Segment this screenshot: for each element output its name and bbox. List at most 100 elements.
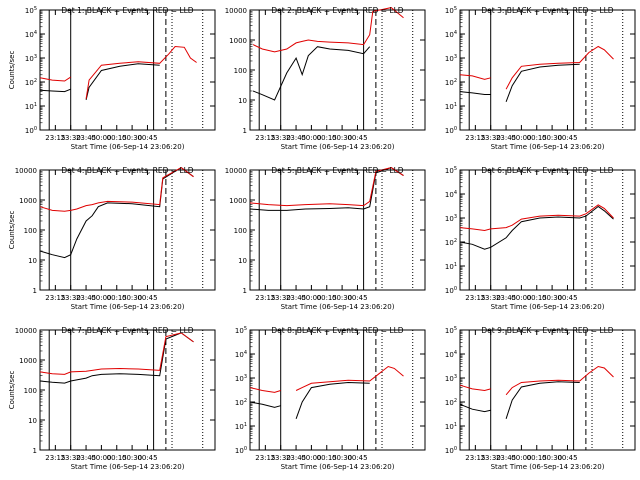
x-tick-label: 00:00 — [511, 454, 531, 462]
x-axis-label: Start Time (06-Sep-14 23:06:20) — [491, 463, 605, 471]
series-line-events — [249, 167, 404, 211]
x-tick-label: 00:45 — [557, 294, 577, 302]
x-axis-label: Start Time (06-Sep-14 23:06:20) — [71, 143, 185, 151]
y-tick-label: 105 — [445, 326, 457, 335]
plot-frame — [249, 329, 426, 451]
x-tick-label: 23:45 — [286, 454, 306, 462]
y-tick-label: 104 — [445, 190, 457, 199]
y-tick-label: 1000 — [19, 197, 37, 205]
chart-panel-2: 1 10 100 1000 10000 23:1523:3023:4500:0000:15… — [225, 6, 426, 151]
plot-frame — [249, 9, 426, 131]
x-tick-label: 00:30 — [122, 134, 142, 142]
x-axis-label: Start Time (06-Sep-14 23:06:20) — [71, 463, 185, 471]
x-tick-label: 00:00 — [91, 134, 111, 142]
chart-title: Det 6: BLACK = Events, RED = LLD — [481, 166, 613, 175]
y-tick-label: 105 — [445, 166, 457, 175]
x-axis-label: Start Time (06-Sep-14 23:06:20) — [491, 303, 605, 311]
x-tick-label: 23:30 — [481, 294, 501, 302]
x-tick-label: 23:45 — [496, 134, 516, 142]
y-tick-label: 104 — [445, 350, 457, 359]
chart-title: Det 4: BLACK = Events, RED = LLD — [61, 166, 193, 175]
x-tick-label: 23:30 — [481, 134, 501, 142]
x-axis-label: Start Time (06-Sep-14 23:06:20) — [281, 303, 395, 311]
y-tick-label: 100 — [24, 227, 37, 235]
y-tick-label: 102 — [445, 398, 457, 407]
chart-title: Det 7: BLACK = Events, RED = LLD — [61, 326, 193, 335]
x-tick-label: 23:15 — [465, 294, 485, 302]
x-axis-label: Start Time (06-Sep-14 23:06:20) — [281, 463, 395, 471]
y-tick-label: 105 — [25, 6, 37, 15]
x-tick-label: 00:30 — [542, 294, 562, 302]
x-tick-label: 23:45 — [76, 454, 96, 462]
x-tick-label: 23:30 — [271, 134, 291, 142]
chart-title: Det 5: BLACK = Events, RED = LLD — [271, 166, 403, 175]
chart-title: Det 2: BLACK = Events, RED = LLD — [271, 6, 403, 15]
x-tick-label: 00:30 — [122, 294, 142, 302]
chart-panel-7: 1 10 100 1000 10000 23:1523:3023:4500:0000:15… — [8, 326, 216, 471]
y-tick-label: 10000 — [225, 167, 247, 175]
y-tick-label: 103 — [445, 374, 457, 383]
chart-panel-5: 1 10 100 1000 10000 23:1523:3023:4500:0000:15… — [225, 166, 426, 311]
series-line-events — [505, 381, 580, 419]
y-tick-label: 101 — [445, 102, 457, 111]
y-tick-label: 101 — [25, 102, 37, 111]
chart-panel-6: 10010110210310410523:1523:3023:4500:0000… — [445, 166, 636, 311]
x-tick-label: 00:15 — [317, 134, 337, 142]
x-tick-label: 00:15 — [527, 454, 547, 462]
plot-frame — [39, 329, 216, 451]
series-line-lld — [459, 74, 491, 80]
series-line-events — [39, 332, 194, 384]
x-tick-label: 23:15 — [45, 294, 65, 302]
x-tick-label: 00:00 — [91, 454, 111, 462]
chart-panel-4: 1 10 100 1000 10000 23:1523:3023:4500:0000:15… — [8, 166, 216, 311]
x-tick-label: 00:00 — [301, 454, 321, 462]
x-tick-label: 00:15 — [317, 454, 337, 462]
series-line-lld — [249, 387, 281, 393]
x-tick-label: 00:45 — [347, 294, 367, 302]
x-tick-label: 00:30 — [332, 454, 352, 462]
x-tick-label: 00:30 — [332, 294, 352, 302]
y-tick-label: 1 — [243, 287, 247, 295]
chart-title: Det 3: BLACK = Events, RED = LLD — [481, 6, 613, 15]
y-tick-label: 100 — [24, 387, 37, 395]
y-tick-label: 10000 — [15, 327, 37, 335]
chart-title: Det 1: BLACK = Events, RED = LLD — [61, 6, 193, 15]
y-tick-label: 100 — [25, 126, 37, 135]
y-tick-label: 100 — [445, 286, 457, 295]
x-tick-label: 00:00 — [91, 294, 111, 302]
x-tick-label: 00:30 — [542, 454, 562, 462]
chart-panel-8: 10010110210310410523:1523:3023:4500:0000… — [235, 326, 426, 471]
y-tick-label: 100 — [445, 126, 457, 135]
series-line-lld — [249, 167, 404, 207]
y-tick-label: 103 — [445, 214, 457, 223]
series-line-events — [39, 88, 71, 93]
y-tick-label: 100 — [235, 446, 247, 455]
x-tick-label: 23:30 — [61, 454, 81, 462]
x-tick-label: 23:30 — [61, 134, 81, 142]
series-line-events — [459, 91, 491, 95]
y-tick-label: 10 — [28, 257, 37, 265]
chart-panel-9: 10010110210310410523:1523:3023:4500:0000… — [445, 326, 636, 471]
x-tick-label: 00:15 — [317, 294, 337, 302]
y-tick-label: 100 — [445, 446, 457, 455]
x-tick-label: 23:15 — [465, 454, 485, 462]
x-tick-label: 00:45 — [137, 454, 157, 462]
x-tick-label: 23:45 — [496, 454, 516, 462]
y-tick-label: 103 — [445, 54, 457, 63]
x-tick-label: 00:45 — [137, 294, 157, 302]
y-tick-label: 104 — [445, 30, 457, 39]
y-tick-label: 100 — [234, 67, 247, 75]
series-line-lld — [39, 167, 194, 212]
x-tick-label: 23:45 — [286, 134, 306, 142]
series-line-lld — [85, 45, 197, 99]
y-tick-label: 1 — [33, 447, 37, 455]
y-tick-label: 105 — [235, 326, 247, 335]
y-tick-label: 1 — [243, 127, 247, 135]
x-tick-label: 00:30 — [542, 134, 562, 142]
series-line-lld — [505, 365, 614, 396]
x-tick-label: 23:45 — [76, 294, 96, 302]
y-axis-label: Counts/sec — [8, 371, 16, 410]
series-line-lld — [459, 204, 614, 232]
series-line-events — [459, 403, 491, 413]
x-tick-label: 23:15 — [465, 134, 485, 142]
